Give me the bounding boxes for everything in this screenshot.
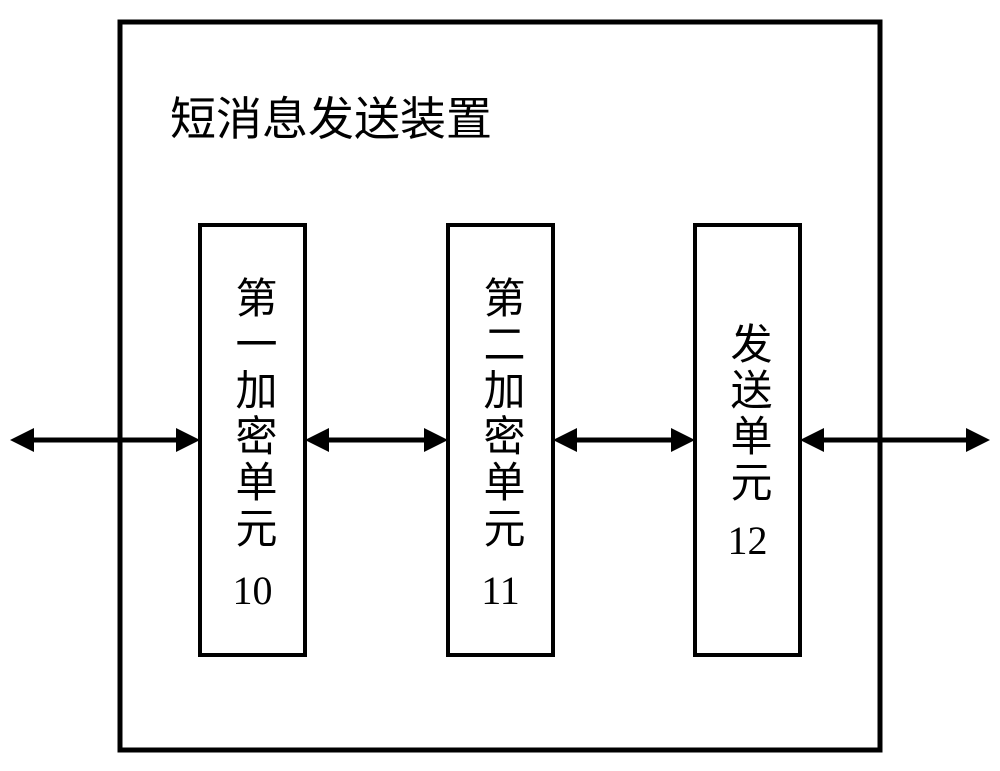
block-unit-10-number: 10 xyxy=(233,568,273,613)
block-unit-12-number: 12 xyxy=(728,518,768,563)
block-unit-10-label: 第一加密单元 xyxy=(200,264,305,564)
block-unit-11-label: 第二加密单元 xyxy=(448,264,553,564)
block-unit-12-label-wrap: 发送单元 xyxy=(695,314,800,514)
block-unit-11-label-wrap: 第二加密单元 xyxy=(448,264,553,564)
block-unit-12-label: 发送单元 xyxy=(695,314,800,514)
block-unit-10-label-wrap: 第一加密单元 xyxy=(200,264,305,564)
diagram-title: 短消息发送装置 xyxy=(170,94,492,145)
block-unit-11-number: 11 xyxy=(481,568,520,613)
